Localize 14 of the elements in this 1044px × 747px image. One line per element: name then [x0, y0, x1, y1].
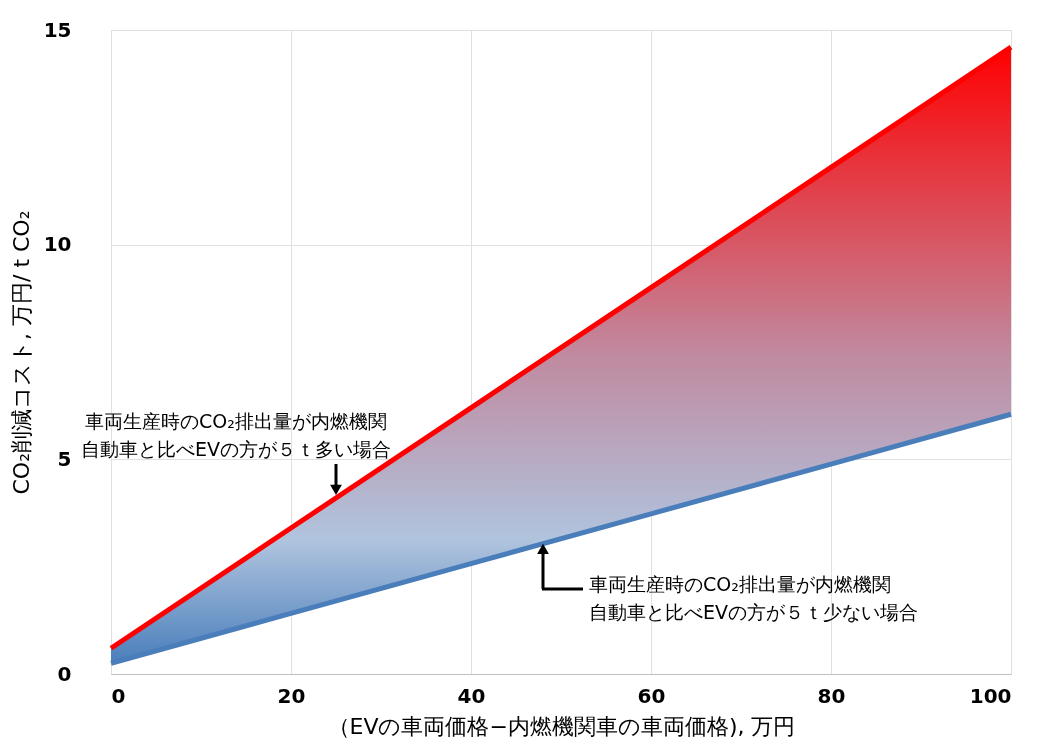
x-tick-label: 0: [111, 683, 126, 708]
x-tick-label: 100: [969, 683, 1012, 708]
y-tick-label: 15: [43, 17, 72, 42]
y-axis-title: CO₂削減コスト, 万円/ t CO₂: [8, 210, 34, 495]
y-tick-label: 10: [43, 232, 72, 257]
x-tick-label: 20: [277, 683, 306, 708]
x-axis-title: （EVの車両価格−内燃機関車の車両価格), 万円: [327, 713, 796, 739]
x-tick-label: 80: [817, 683, 846, 708]
x-tick-label: 60: [637, 683, 666, 708]
annotation: 車両生産時のCO₂排出量が内燃機関自動車と比べEVの方が５ｔ多い場合: [80, 409, 392, 460]
y-tick-label: 5: [57, 446, 72, 471]
annotation: 車両生産時のCO₂排出量が内燃機関自動車と比べEVの方が５ｔ少ない場合: [589, 572, 919, 623]
y-tick-label: 0: [57, 661, 72, 686]
x-tick-label: 40: [457, 683, 486, 708]
